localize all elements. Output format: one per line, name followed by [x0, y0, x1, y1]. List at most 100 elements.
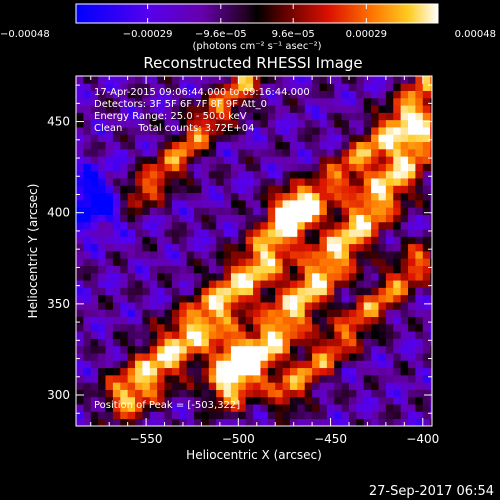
heatmap-cell	[135, 287, 143, 296]
heatmap-cell	[326, 251, 335, 259]
heatmap-cell	[275, 294, 283, 303]
heatmap-cell	[267, 229, 276, 237]
heatmap-cell	[112, 90, 121, 99]
heatmap-cell	[312, 323, 320, 332]
heatmap-cell	[201, 404, 210, 412]
heatmap-cell	[208, 265, 217, 274]
heatmap-cell	[319, 258, 328, 266]
heatmap-cell	[216, 236, 224, 245]
heatmap-cell	[393, 112, 402, 121]
heatmap-cell	[415, 243, 424, 252]
heatmap-cell	[98, 105, 106, 113]
heatmap-cell	[253, 97, 261, 106]
heatmap-cell	[186, 316, 195, 325]
heatmap-cell	[76, 360, 84, 369]
heatmap-cell	[267, 214, 276, 223]
heatmap-cell	[238, 178, 247, 186]
heatmap-cell	[282, 309, 291, 318]
colorbar-tick-label: −0.00029	[123, 29, 173, 40]
heatmap-cell	[393, 404, 402, 412]
heatmap-cell	[98, 178, 106, 186]
heatmap-cell	[260, 112, 269, 121]
heatmap-cell	[223, 83, 232, 91]
heatmap-cell	[289, 251, 298, 259]
heatmap-cell	[304, 243, 313, 252]
heatmap-cell	[304, 199, 313, 208]
heatmap-cell	[385, 389, 394, 398]
heatmap-cell	[326, 207, 335, 215]
heatmap-cell	[76, 90, 84, 99]
heatmap-cell	[135, 418, 143, 426]
heatmap-cell	[282, 156, 291, 164]
heatmap-cell	[319, 156, 328, 164]
heatmap-cell	[112, 207, 121, 215]
heatmap-cell	[135, 148, 143, 157]
heatmap-cell	[230, 90, 239, 99]
heatmap-cell	[319, 199, 328, 208]
heatmap-cell	[253, 163, 261, 172]
heatmap-cell	[312, 272, 320, 281]
heatmap-cell	[238, 418, 247, 426]
heatmap-cell	[98, 294, 106, 303]
heatmap-cell	[282, 112, 291, 121]
heatmap-cell	[341, 316, 350, 325]
heatmap-cell	[275, 345, 283, 354]
heatmap-cell	[267, 251, 276, 259]
heatmap-cell	[334, 353, 343, 361]
heatmap-cell	[371, 243, 379, 252]
heatmap-cell	[90, 170, 99, 179]
colorbar-tick-label: 0.00029	[346, 29, 387, 40]
heatmap-cell	[304, 404, 313, 412]
heatmap-cell	[297, 141, 306, 150]
heatmap-cell	[105, 192, 114, 201]
heatmap-cell	[90, 265, 99, 274]
heatmap-cell	[275, 272, 283, 281]
heatmap-cell	[400, 243, 409, 252]
annotation-clean-counts: Clean Total counts: 3.72E+04	[94, 123, 254, 134]
heatmap-cell	[385, 207, 394, 215]
heatmap-cell	[208, 353, 217, 361]
heatmap-cell	[326, 199, 335, 208]
annotation-energy-range: Energy Range: 25.0 - 50.0 keV	[94, 111, 247, 122]
heatmap-cell	[260, 163, 269, 172]
heatmap-cell	[142, 214, 151, 223]
heatmap-cell	[378, 163, 387, 172]
heatmap-cell	[245, 112, 254, 121]
heatmap-cell	[149, 280, 158, 288]
heatmap-cell	[253, 199, 261, 208]
heatmap-cell	[275, 192, 283, 201]
heatmap-cell	[120, 119, 129, 128]
heatmap-cell	[415, 156, 424, 164]
heatmap-cell	[304, 214, 313, 223]
heatmap-cell	[208, 199, 217, 208]
heatmap-cell	[363, 127, 372, 135]
heatmap-cell	[334, 280, 343, 288]
heatmap-cell	[142, 396, 151, 405]
heatmap-cell	[208, 309, 217, 318]
heatmap-cell	[326, 345, 335, 354]
heatmap-cell	[171, 90, 180, 99]
heatmap-cell	[120, 97, 129, 106]
heatmap-cell	[201, 105, 210, 113]
heatmap-cell	[127, 214, 136, 223]
heatmap-cell	[356, 192, 365, 201]
heatmap-cell	[238, 229, 247, 237]
heatmap-cell	[400, 404, 409, 412]
heatmap-cell	[289, 163, 298, 172]
heatmap-cell	[238, 374, 247, 383]
heatmap-cell	[171, 316, 180, 325]
heatmap-cell	[422, 338, 431, 347]
heatmap-cell	[408, 221, 416, 230]
heatmap-cell	[319, 287, 328, 296]
heatmap-cell	[297, 411, 306, 420]
heatmap-cell	[275, 280, 283, 288]
heatmap-cell	[385, 199, 394, 208]
heatmap-cell	[230, 265, 239, 274]
heatmap-cell	[238, 119, 247, 128]
heatmap-cell	[275, 353, 283, 361]
heatmap-cell	[112, 83, 121, 91]
heatmap-cell	[348, 199, 357, 208]
heatmap-cell	[422, 243, 431, 252]
heatmap-cell	[297, 207, 306, 215]
heatmap-cell	[216, 251, 224, 259]
